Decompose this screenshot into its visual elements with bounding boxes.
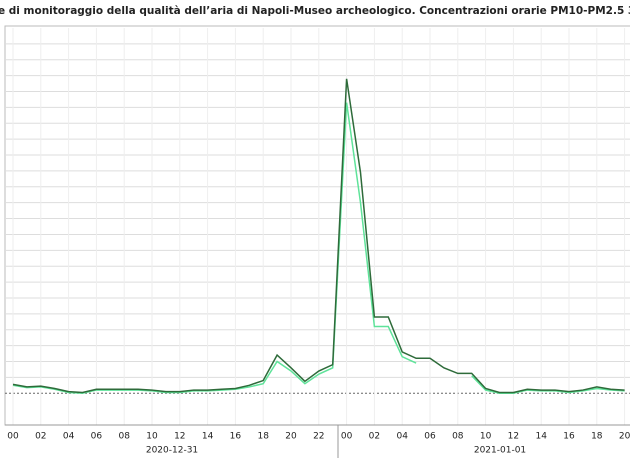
date-label: 2021-01-01 bbox=[474, 446, 526, 456]
x-tick-label: 18 bbox=[591, 432, 603, 442]
x-tick-label: 00 bbox=[7, 432, 19, 442]
x-tick-label: 16 bbox=[230, 432, 242, 442]
x-tick-label: 20 bbox=[619, 432, 630, 442]
x-tick-label: 14 bbox=[202, 432, 214, 442]
x-tick-label: 12 bbox=[174, 432, 185, 442]
x-tick-label: 20 bbox=[285, 432, 297, 442]
x-tick-label: 08 bbox=[118, 432, 130, 442]
x-tick-label: 18 bbox=[257, 432, 269, 442]
series-line bbox=[12, 102, 625, 394]
x-tick-label: 12 bbox=[508, 432, 519, 442]
x-tick-label: 00 bbox=[341, 432, 353, 442]
x-tick-label: 06 bbox=[424, 432, 436, 442]
chart-title: e di monitoraggio della qualità dell’ari… bbox=[0, 5, 630, 17]
x-tick-label: 14 bbox=[535, 432, 547, 442]
x-tick-label: 06 bbox=[91, 432, 103, 442]
x-tick-label: 16 bbox=[563, 432, 575, 442]
x-tick-label: 02 bbox=[369, 432, 380, 442]
x-tick-label: 04 bbox=[63, 432, 75, 442]
x-tick-label: 22 bbox=[313, 432, 324, 442]
plot-frame bbox=[4, 25, 630, 426]
x-tick-label: 02 bbox=[35, 432, 46, 442]
x-tick-label: 08 bbox=[452, 432, 464, 442]
x-tick-label: 10 bbox=[480, 432, 492, 442]
x-tick-label: 10 bbox=[146, 432, 158, 442]
x-tick-label: 04 bbox=[396, 432, 408, 442]
date-label: 2020-12-31 bbox=[146, 446, 198, 456]
series-line bbox=[12, 78, 625, 394]
